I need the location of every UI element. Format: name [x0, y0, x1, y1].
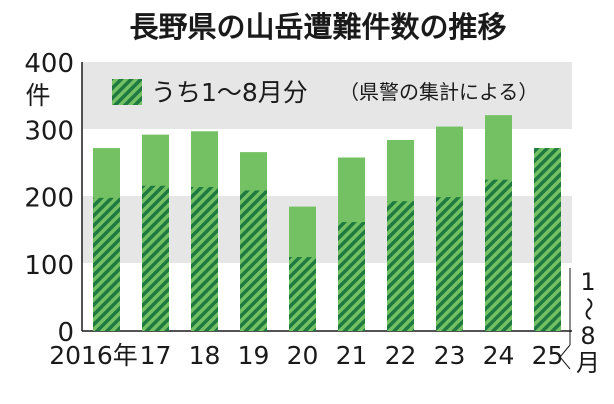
bar-jan-aug [240, 190, 267, 331]
y-tick-label: 300 [24, 116, 74, 146]
y-tick-label: 100 [24, 251, 74, 281]
y-tick-labels: 400 300 200 100 0 [24, 49, 74, 348]
bar-jan-aug [93, 197, 120, 331]
period-note-char: ～ [574, 297, 602, 321]
x-tick-label: 22 [385, 341, 417, 370]
period-note-char: 8 [580, 322, 595, 350]
bar-jan-aug [387, 201, 414, 331]
legend-label: うち1～8月分 [151, 78, 308, 107]
period-note-char: 月 [576, 349, 600, 377]
bar-jan-aug [191, 187, 218, 331]
x-tick-label: 2016年 [49, 341, 138, 370]
x-tick-label: 19 [238, 341, 270, 370]
x-tick-labels: 2016年 17 18 19 20 21 22 23 24 25 [49, 341, 563, 370]
bars [93, 115, 561, 331]
bar-jan-aug [142, 185, 169, 331]
y-tick-label: 0 [57, 318, 74, 348]
y-axis-unit: 件 [25, 81, 50, 110]
x-tick-label: 21 [336, 341, 368, 370]
y-tick-label: 400 [24, 49, 74, 79]
x-tick-label: 24 [483, 341, 515, 370]
legend-swatch [112, 79, 142, 105]
y-tick-label: 200 [24, 184, 74, 214]
bar-jan-aug [436, 197, 463, 331]
period-note: 1～8月 [574, 268, 602, 377]
bar-jan-aug [534, 148, 561, 331]
bar-jan-aug [338, 222, 365, 331]
bar-jan-aug [485, 179, 512, 331]
x-tick-label: 17 [140, 341, 172, 370]
x-tick-label: 25 [532, 341, 564, 370]
x-tick-label: 18 [189, 341, 221, 370]
period-pointer [559, 344, 571, 370]
chart-title: 長野県の山岳遭難件数の推移 [129, 10, 506, 44]
period-note-char: 1 [580, 268, 595, 296]
x-tick-label: 20 [287, 341, 319, 370]
bar-jan-aug [289, 257, 316, 331]
source-note: （県警の集計による） [339, 80, 538, 104]
x-tick-label: 23 [434, 341, 466, 370]
